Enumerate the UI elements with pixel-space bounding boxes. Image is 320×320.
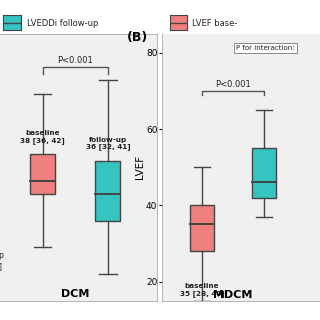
Text: p
]: p ] (0, 251, 3, 271)
Text: P<0.001: P<0.001 (57, 56, 93, 65)
Text: P<0.001: P<0.001 (215, 80, 251, 89)
Text: DCM: DCM (61, 289, 89, 299)
Text: baseline
35 [28, 40]: baseline 35 [28, 40] (180, 283, 224, 297)
Text: MDCM: MDCM (213, 290, 253, 300)
Text: follow-up
36 [32, 41]: follow-up 36 [32, 41] (85, 137, 130, 150)
Bar (190, 205, 214, 251)
Y-axis label: LVEF: LVEF (134, 155, 145, 179)
Text: baseline
38 [36, 42]: baseline 38 [36, 42] (20, 130, 65, 144)
Text: (B): (B) (127, 31, 148, 44)
Bar (30, 154, 55, 194)
Text: LVEF base-: LVEF base- (192, 19, 237, 28)
Bar (95, 161, 120, 221)
Bar (252, 148, 276, 198)
Text: P for interaction:: P for interaction: (236, 45, 295, 51)
Text: LVEDDi follow-up: LVEDDi follow-up (27, 19, 99, 28)
